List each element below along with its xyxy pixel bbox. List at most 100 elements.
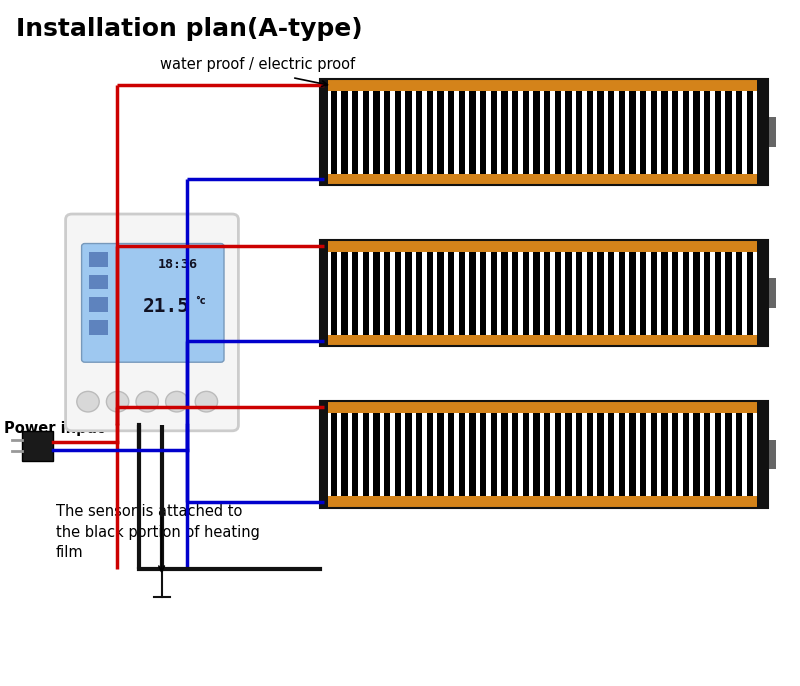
Bar bbox=[426, 252, 433, 335]
Bar bbox=[554, 91, 561, 174]
Bar bbox=[534, 252, 540, 335]
Bar bbox=[438, 91, 444, 174]
Bar bbox=[746, 91, 753, 174]
Text: Installation plan(A-type): Installation plan(A-type) bbox=[16, 17, 362, 41]
Bar bbox=[512, 413, 518, 496]
Bar bbox=[554, 413, 561, 496]
Bar bbox=[342, 252, 348, 335]
Bar bbox=[672, 91, 678, 174]
Bar bbox=[330, 413, 337, 496]
Bar bbox=[470, 91, 476, 174]
Bar bbox=[757, 79, 768, 185]
Bar bbox=[416, 252, 422, 335]
Bar bbox=[598, 91, 604, 174]
Bar bbox=[662, 91, 668, 174]
Bar bbox=[342, 91, 348, 174]
Bar bbox=[512, 91, 518, 174]
Bar bbox=[630, 252, 636, 335]
Bar bbox=[320, 401, 768, 413]
Bar bbox=[566, 91, 572, 174]
Bar bbox=[458, 252, 465, 335]
Bar bbox=[726, 91, 732, 174]
Bar bbox=[320, 240, 768, 252]
Bar bbox=[704, 252, 710, 335]
Bar bbox=[320, 79, 768, 185]
Bar bbox=[736, 91, 742, 174]
Bar bbox=[576, 91, 582, 174]
Bar bbox=[650, 413, 657, 496]
Bar bbox=[406, 413, 412, 496]
Bar bbox=[320, 91, 326, 174]
Bar bbox=[704, 413, 710, 496]
Text: 18:36: 18:36 bbox=[158, 257, 198, 270]
Bar bbox=[352, 413, 358, 496]
Bar bbox=[480, 252, 486, 335]
Text: film: film bbox=[56, 545, 84, 560]
Ellipse shape bbox=[136, 391, 158, 412]
Bar bbox=[320, 335, 768, 346]
Bar bbox=[89, 252, 108, 267]
Bar bbox=[458, 413, 465, 496]
Bar bbox=[618, 252, 625, 335]
Bar bbox=[608, 91, 614, 174]
Bar bbox=[480, 91, 486, 174]
FancyBboxPatch shape bbox=[66, 214, 238, 431]
Ellipse shape bbox=[195, 391, 218, 412]
Bar bbox=[490, 252, 497, 335]
Bar bbox=[586, 413, 593, 496]
Bar bbox=[726, 252, 732, 335]
Bar bbox=[714, 413, 721, 496]
Bar bbox=[342, 413, 348, 496]
Bar bbox=[586, 252, 593, 335]
Text: water proof / electric proof: water proof / electric proof bbox=[160, 57, 355, 72]
Bar bbox=[502, 252, 508, 335]
Bar bbox=[554, 252, 561, 335]
Bar bbox=[374, 91, 380, 174]
Bar bbox=[714, 252, 721, 335]
Bar bbox=[746, 413, 753, 496]
Bar bbox=[320, 401, 328, 508]
Bar bbox=[662, 413, 668, 496]
Bar bbox=[608, 252, 614, 335]
Bar bbox=[438, 252, 444, 335]
Text: the black portion of heating: the black portion of heating bbox=[56, 525, 260, 540]
Text: The sensor is attached to: The sensor is attached to bbox=[56, 504, 242, 519]
Bar bbox=[566, 252, 572, 335]
Bar bbox=[394, 252, 401, 335]
Bar bbox=[320, 79, 768, 91]
Bar bbox=[694, 91, 700, 174]
Bar bbox=[89, 320, 108, 335]
Bar bbox=[320, 401, 768, 508]
Bar bbox=[522, 413, 529, 496]
Text: 21.5: 21.5 bbox=[143, 297, 190, 316]
Bar bbox=[544, 413, 550, 496]
Bar bbox=[480, 413, 486, 496]
Bar bbox=[320, 174, 768, 185]
Bar bbox=[352, 91, 358, 174]
Bar bbox=[608, 413, 614, 496]
Bar bbox=[714, 91, 721, 174]
Bar bbox=[470, 252, 476, 335]
Bar bbox=[544, 91, 550, 174]
Bar bbox=[534, 413, 540, 496]
Bar bbox=[89, 274, 108, 289]
Text: °c: °c bbox=[195, 296, 206, 306]
Bar bbox=[426, 91, 433, 174]
Ellipse shape bbox=[166, 391, 188, 412]
Bar bbox=[768, 117, 776, 147]
Bar bbox=[320, 413, 326, 496]
Bar bbox=[757, 240, 768, 346]
Bar bbox=[746, 252, 753, 335]
Bar bbox=[522, 91, 529, 174]
FancyBboxPatch shape bbox=[82, 244, 224, 362]
Bar bbox=[640, 413, 646, 496]
Bar bbox=[640, 252, 646, 335]
Bar bbox=[416, 413, 422, 496]
Bar bbox=[448, 252, 454, 335]
Ellipse shape bbox=[106, 391, 129, 412]
Bar bbox=[320, 79, 328, 185]
Bar bbox=[694, 252, 700, 335]
Bar bbox=[470, 413, 476, 496]
Bar bbox=[320, 240, 768, 346]
Bar bbox=[672, 413, 678, 496]
